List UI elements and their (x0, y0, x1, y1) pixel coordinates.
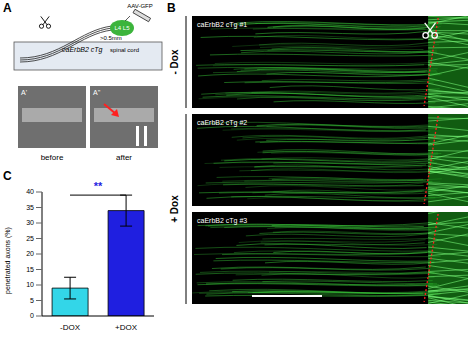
svg-text:0: 0 (30, 312, 34, 319)
svg-text:penetrated axons (%): penetrated axons (%) (8, 227, 12, 294)
svg-text:20: 20 (26, 250, 34, 257)
svg-text:+ Dox: + Dox (169, 195, 180, 223)
svg-text:40: 40 (26, 188, 34, 195)
svg-text:caErbB2 cTg #2: caErbB2 cTg #2 (197, 119, 247, 127)
svg-text:**: ** (94, 180, 103, 192)
svg-text:spinal cord: spinal cord (110, 47, 139, 53)
svg-text:caErbB2 cTg: caErbB2 cTg (62, 46, 103, 54)
svg-text:+DOX: +DOX (115, 323, 138, 332)
svg-text:35: 35 (26, 204, 34, 211)
svg-text:A'': A'' (93, 89, 100, 96)
svg-text:B: B (167, 1, 176, 15)
svg-text:15: 15 (26, 266, 34, 273)
svg-text:A': A' (21, 89, 27, 96)
svg-text:caErbB2 cTg #1: caErbB2 cTg #1 (197, 21, 247, 29)
svg-text:- Dox: - Dox (169, 49, 180, 74)
svg-text:after: after (116, 153, 132, 162)
svg-text:before: before (41, 153, 64, 162)
svg-text:10: 10 (26, 281, 34, 288)
svg-text:25: 25 (26, 235, 34, 242)
svg-text:5: 5 (30, 297, 34, 304)
svg-text:C: C (8, 169, 12, 183)
svg-text:-DOX: -DOX (60, 323, 81, 332)
svg-text:>0.5mm: >0.5mm (100, 35, 122, 41)
svg-text:AAV-GFP: AAV-GFP (127, 3, 153, 9)
svg-text:30: 30 (26, 219, 34, 226)
svg-text:caErbB2 cTg #3: caErbB2 cTg #3 (197, 217, 247, 225)
svg-text:A: A (8, 1, 12, 15)
svg-text:L4 L5: L4 L5 (114, 25, 130, 31)
